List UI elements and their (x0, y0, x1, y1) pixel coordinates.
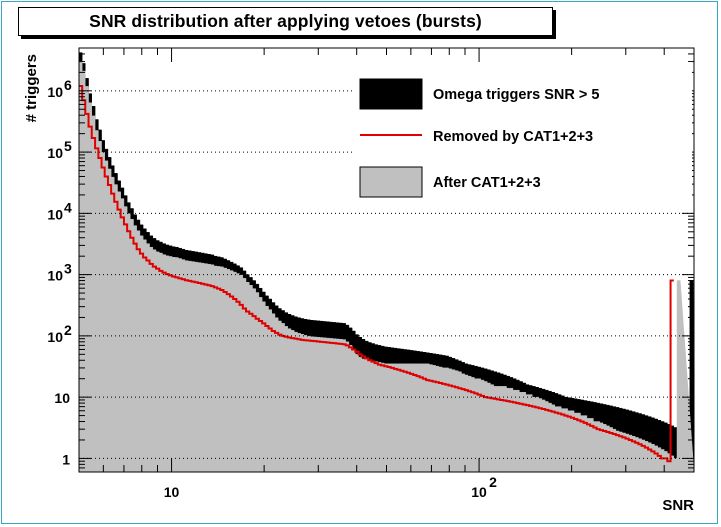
y-tick-label-exponent: 5 (64, 138, 72, 154)
x-tick-label: 10 (164, 484, 180, 500)
series-removed-by-cat (79, 84, 674, 463)
y-tick-label: 10 (47, 206, 63, 222)
chart-title: SNR distribution after applying vetoes (… (89, 11, 482, 31)
legend-swatch (359, 78, 423, 110)
legend-label: Removed by CAT1+2+3 (433, 129, 593, 145)
y-tick-label-exponent: 2 (64, 322, 72, 338)
legend-label: Omega triggers SNR > 5 (433, 87, 599, 103)
y-tick-label: 10 (47, 268, 63, 284)
legend: Omega triggers SNR > 5 Removed by CAT1+2+… (353, 62, 692, 209)
y-tick-label: 1 (62, 451, 70, 467)
legend-swatch (359, 166, 423, 198)
y-tick-label-exponent: 3 (64, 261, 72, 277)
y-tick-label-exponent: 6 (64, 77, 72, 93)
y-axis-label: # triggers (23, 54, 40, 122)
y-tick-label-exponent: 4 (64, 199, 72, 215)
y-tick-label: 10 (47, 329, 63, 345)
chart-title-box: SNR distribution after applying vetoes (… (18, 7, 553, 36)
legend-label: After CAT1+2+3 (433, 175, 541, 191)
y-tick-label: 10 (47, 84, 63, 100)
y-tick-label: 10 (47, 145, 63, 161)
y-tick-label: 10 (54, 390, 70, 406)
x-axis-label: SNR (662, 497, 694, 514)
x-tick-label-exponent: 2 (489, 474, 497, 490)
x-tick-label: 10 (471, 484, 487, 500)
